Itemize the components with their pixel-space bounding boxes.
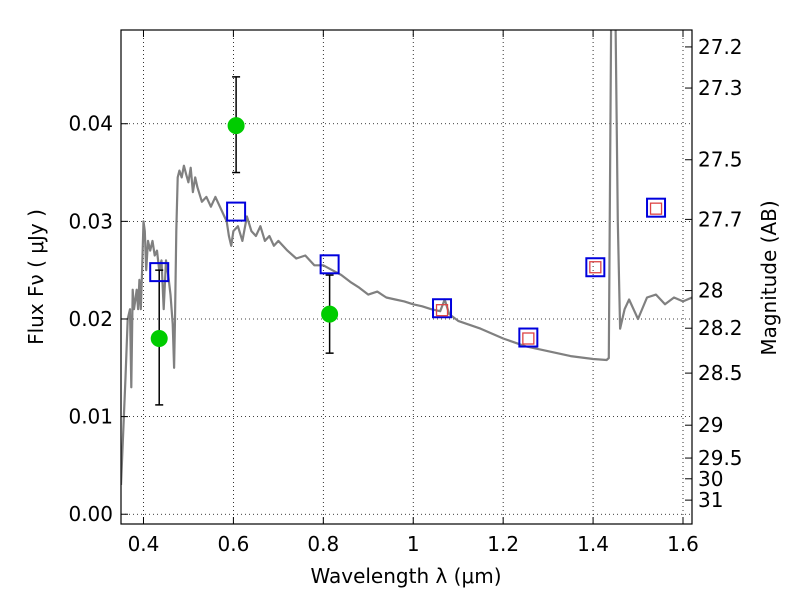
x-tick-label: 1.4 xyxy=(577,532,609,556)
magnitude-tick-label: 28.2 xyxy=(698,316,743,340)
x-tick-label: 0.4 xyxy=(128,532,160,556)
y-axis-label: Flux Fν ( μJy ) xyxy=(24,209,48,345)
model-flux-square xyxy=(319,254,340,275)
model-spectrum-line xyxy=(121,30,692,485)
magnitude-tick-label: 27.7 xyxy=(698,207,743,231)
x-tick-labels: 0.4 0.6 0.8 1 1.2 1.4 1.6 xyxy=(128,532,699,556)
model-flux-small-square xyxy=(589,261,602,274)
magnitude-tick-label: 31 xyxy=(698,488,723,512)
magnitude-tick-label: 27.2 xyxy=(698,35,743,59)
model-flux-square xyxy=(432,298,453,319)
markers-layer xyxy=(149,117,667,348)
model-flux-square xyxy=(226,201,247,222)
observed-flux-point xyxy=(227,117,245,135)
observed-flux-point xyxy=(321,305,339,323)
y-tick-label: 0.01 xyxy=(68,405,113,429)
x-tick-label: 0.6 xyxy=(217,532,249,556)
magnitude-tick-label: 27.5 xyxy=(698,148,743,172)
y-tick-label: 0.00 xyxy=(68,502,113,526)
y-tick-label: 0.04 xyxy=(68,112,113,136)
model-flux-square xyxy=(646,197,667,218)
model-flux-small-square xyxy=(435,304,449,317)
y-tick-label: 0.03 xyxy=(68,209,113,233)
model-flux-square xyxy=(518,327,539,348)
observed-flux-point xyxy=(150,330,168,348)
x-tick-label: 1 xyxy=(407,532,420,556)
magnitude-tick-label: 28 xyxy=(698,279,723,303)
model-spectrum-layer xyxy=(121,30,692,485)
model-flux-small-square xyxy=(522,332,535,345)
magnitude-tick-label: 30 xyxy=(698,467,723,491)
model-flux-square xyxy=(585,257,606,278)
model-flux-small-square xyxy=(649,202,663,215)
x-axis-label: Wavelength λ (μm) xyxy=(310,564,501,588)
x-tick-label: 1.2 xyxy=(487,532,519,556)
model-flux-square xyxy=(149,262,170,283)
y-axis-right-label: Magnitude (AB) xyxy=(757,200,781,355)
plot-frame xyxy=(120,29,693,525)
magnitude-tick-label: 29 xyxy=(698,413,723,437)
y-tick-label: 0.02 xyxy=(68,307,113,331)
magnitude-tick-label: 28.5 xyxy=(698,361,743,385)
x-tick-label: 1.6 xyxy=(667,532,699,556)
y-tick-labels: 0.00 0.01 0.02 0.03 0.04 xyxy=(68,112,113,527)
x-tick-label: 0.8 xyxy=(307,532,339,556)
axis-ticks xyxy=(121,30,692,524)
magnitude-tick-label: 29.5 xyxy=(698,446,743,470)
magnitude-tick-label: 27.3 xyxy=(698,76,743,100)
grid-lines xyxy=(121,30,692,524)
